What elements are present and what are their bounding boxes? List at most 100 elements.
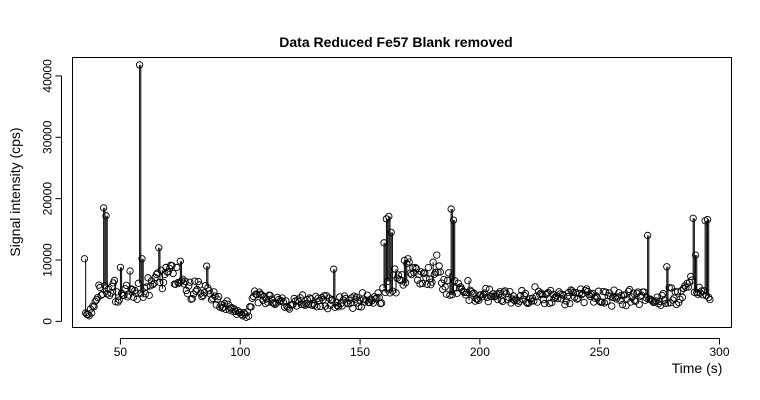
- x-axis-label: Time (s): [672, 360, 723, 376]
- data-point: [313, 303, 321, 311]
- data-point: [215, 293, 223, 301]
- data-point: [129, 293, 138, 301]
- y-tick-label: 0: [41, 318, 55, 325]
- data-point: [218, 304, 226, 312]
- data-point: [361, 298, 369, 306]
- data-point: [256, 290, 265, 298]
- data-point: [691, 251, 700, 259]
- data-point: [88, 309, 96, 317]
- data-point: [663, 263, 671, 271]
- data-point: [594, 287, 603, 295]
- data-point: [96, 283, 104, 292]
- data-point: [542, 290, 550, 299]
- data-point: [566, 299, 574, 308]
- data-point: [546, 286, 555, 295]
- data-point: [247, 303, 255, 311]
- y-tick-label: 10000: [41, 243, 55, 277]
- data-point: [349, 304, 357, 312]
- data-point: [610, 286, 618, 294]
- x-tick-label: 300: [710, 345, 730, 359]
- data-point: [524, 299, 532, 308]
- data-point: [125, 291, 133, 299]
- data-point: [298, 291, 307, 299]
- data-point: [126, 267, 134, 275]
- data-point: [203, 262, 211, 270]
- y-tick-label: 20000: [41, 182, 55, 216]
- x-tick-label: 150: [350, 345, 370, 359]
- data-point: [428, 278, 436, 286]
- data-point: [194, 277, 202, 286]
- data-point: [418, 279, 427, 288]
- data-point: [493, 290, 501, 298]
- data-point: [481, 289, 489, 297]
- data-point: [159, 278, 168, 287]
- data-point: [702, 292, 710, 300]
- data-point: [433, 251, 441, 259]
- data-point: [377, 299, 386, 307]
- data-point: [253, 291, 261, 299]
- data-point: [640, 288, 648, 296]
- data-point: [388, 287, 397, 295]
- data-point: [485, 285, 494, 293]
- data-point: [98, 290, 107, 298]
- data-point: [176, 257, 184, 265]
- data-point: [435, 262, 443, 270]
- data-point: [171, 280, 180, 288]
- data-point: [385, 212, 393, 221]
- data-point: [155, 244, 163, 252]
- data-point: [498, 297, 507, 306]
- data-point: [665, 283, 673, 292]
- data-point: [446, 291, 454, 299]
- data-point: [316, 302, 325, 311]
- data-point: [531, 283, 539, 291]
- data-point: [544, 288, 552, 297]
- y-axis: 0 10000 20000 30000 40000: [41, 59, 62, 325]
- data-point: [188, 294, 196, 303]
- data-point: [398, 271, 406, 279]
- data-point: [333, 301, 341, 310]
- data-point: [365, 298, 374, 307]
- data-point: [703, 215, 712, 224]
- data-point: [515, 297, 524, 305]
- data-point: [669, 296, 677, 304]
- data-point: [445, 269, 453, 277]
- data-point: [198, 292, 206, 301]
- data-point: [212, 301, 220, 309]
- data-point: [110, 276, 119, 285]
- data-point: [464, 277, 472, 285]
- data-point: [168, 262, 176, 270]
- data-point: [548, 298, 556, 307]
- data-point: [409, 264, 417, 272]
- data-point: [533, 298, 542, 306]
- data-point: [137, 289, 145, 297]
- data-point: [122, 281, 131, 290]
- plot-frame: [72, 57, 732, 328]
- data-point: [659, 289, 667, 298]
- x-tick-label: 100: [230, 345, 250, 359]
- data-point: [383, 277, 392, 286]
- x-tick-label: 200: [470, 345, 490, 359]
- data-point: [201, 281, 210, 290]
- data-point: [407, 270, 416, 279]
- data-point: [241, 310, 249, 318]
- data-point: [182, 286, 190, 295]
- x-tick-label: 250: [590, 345, 610, 359]
- data-point: [441, 283, 449, 291]
- data-point: [612, 295, 621, 303]
- data-point: [421, 269, 429, 277]
- data-point: [330, 265, 338, 273]
- data-point: [629, 289, 637, 297]
- y-tick-label: 30000: [41, 120, 55, 154]
- data-point: [248, 294, 256, 302]
- data-point: [447, 205, 455, 213]
- data-point: [448, 291, 456, 299]
- data-point: [672, 300, 681, 309]
- data-point: [580, 298, 588, 307]
- data-point: [521, 289, 530, 298]
- data-point: [624, 287, 633, 296]
- data-point: [382, 215, 391, 223]
- data-point: [609, 293, 617, 301]
- data-point: [482, 284, 490, 293]
- data-point: [297, 300, 305, 309]
- data-point: [657, 301, 665, 309]
